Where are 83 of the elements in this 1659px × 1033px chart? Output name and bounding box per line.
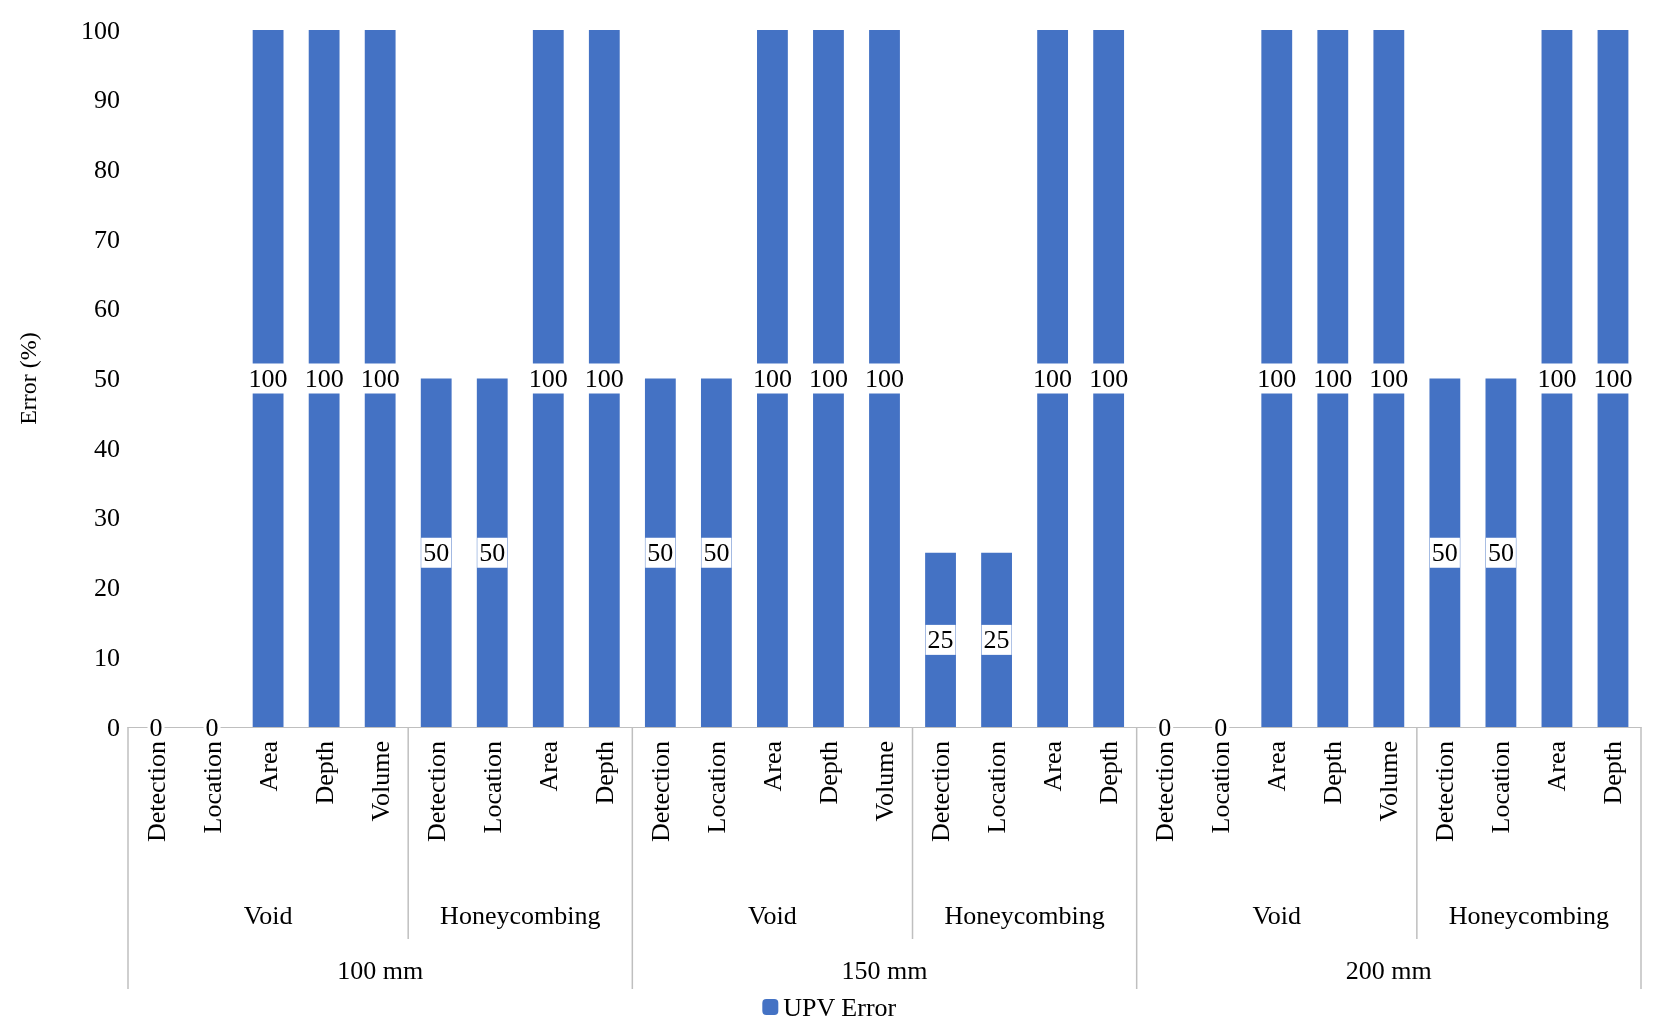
x-tick-label: Volume: [365, 741, 395, 822]
data-label: 0: [149, 712, 163, 742]
x-tick-label: Location: [701, 741, 731, 834]
y-tick-label: 80: [94, 154, 120, 184]
bar: [700, 378, 732, 727]
data-label: 25: [983, 625, 1010, 655]
y-axis-title: Error (%): [15, 332, 41, 425]
data-label: 50: [423, 538, 450, 568]
x-tick-label: Volume: [870, 741, 899, 822]
x-tick-label: Area: [1542, 740, 1572, 792]
data-label: 0: [1214, 712, 1228, 742]
bar: [1429, 378, 1461, 727]
x-tick-label: Depth: [1318, 741, 1348, 805]
x-tick-label: Detection: [926, 741, 956, 843]
text: Void: [748, 900, 797, 930]
x-tick-label: Volume: [1374, 741, 1404, 822]
data-label: 100: [1089, 364, 1129, 393]
y-tick-label: 40: [94, 433, 120, 463]
x-tick-label: Location: [477, 741, 507, 834]
data-label: 100: [1257, 364, 1297, 393]
data-label: 50: [479, 538, 506, 568]
text: Honeycombing: [440, 900, 601, 930]
y-tick-label: 30: [94, 503, 120, 533]
x-tick-label: Depth: [1598, 741, 1628, 805]
x-tick-label: Depth: [813, 741, 843, 805]
text: 150 mm: [841, 955, 928, 985]
data-label: 100: [1537, 364, 1577, 393]
bar: [420, 378, 452, 727]
x-tick-label: Location: [1206, 741, 1236, 834]
data-label: 50: [647, 538, 674, 568]
bar: [644, 378, 676, 727]
x-tick-label: Detection: [645, 741, 675, 843]
data-label: 100: [1313, 364, 1353, 393]
bar: [476, 378, 508, 727]
bar: [1485, 378, 1517, 727]
x-tick-label: Depth: [1094, 741, 1124, 805]
x-tick-label: Detection: [1150, 741, 1180, 843]
data-label: 50: [1487, 538, 1514, 568]
data-label: 100: [865, 364, 904, 393]
x-tick-label: Area: [533, 740, 563, 792]
data-label: 100: [1593, 364, 1633, 393]
data-label: 100: [528, 364, 568, 393]
text: 200 mm: [1345, 955, 1432, 985]
y-tick-label: 0: [107, 712, 120, 742]
y-tick-label: 20: [94, 573, 120, 603]
text: Void: [243, 900, 293, 930]
legend-label: UPV Error: [783, 992, 897, 1022]
data-label: 100: [808, 364, 848, 393]
data-label: 0: [1158, 712, 1172, 742]
x-tick-label: Area: [1262, 740, 1292, 792]
text: Honeycombing: [1448, 900, 1610, 930]
x-tick-label: Location: [982, 741, 1012, 834]
x-tick-label: Depth: [589, 741, 619, 805]
y-tick-label: 60: [94, 294, 120, 324]
text: 100 mm: [337, 955, 424, 985]
bar: [1037, 30, 1069, 727]
data-label: 100: [248, 364, 288, 393]
y-tick-label: 90: [94, 85, 120, 115]
data-label: 50: [703, 538, 730, 568]
data-label: 100: [584, 364, 624, 393]
data-label: 100: [1033, 364, 1073, 393]
data-label: 100: [360, 364, 400, 393]
data-label: 25: [927, 625, 954, 655]
x-tick-label: Detection: [141, 741, 171, 843]
text: Void: [1252, 900, 1302, 930]
x-tick-label: Area: [757, 740, 787, 792]
x-tick-label: Depth: [309, 741, 339, 805]
y-tick-label: 100: [81, 15, 120, 45]
data-label: 50: [1431, 538, 1458, 568]
data-label: 100: [304, 364, 344, 393]
data-label: 0: [205, 712, 219, 742]
text: Honeycombing: [944, 900, 1105, 930]
y-tick-label: 50: [94, 364, 120, 393]
x-tick-label: Detection: [1430, 741, 1460, 843]
data-label: 100: [1369, 364, 1409, 393]
x-tick-label: Location: [197, 741, 227, 834]
y-tick-label: 10: [94, 642, 120, 672]
data-label: 100: [752, 364, 792, 393]
x-tick-label: Area: [1038, 740, 1068, 792]
y-tick-label: 70: [94, 224, 120, 254]
x-tick-label: Location: [1486, 741, 1516, 834]
x-tick-label: Detection: [421, 741, 451, 843]
x-tick-label: Area: [253, 740, 283, 792]
